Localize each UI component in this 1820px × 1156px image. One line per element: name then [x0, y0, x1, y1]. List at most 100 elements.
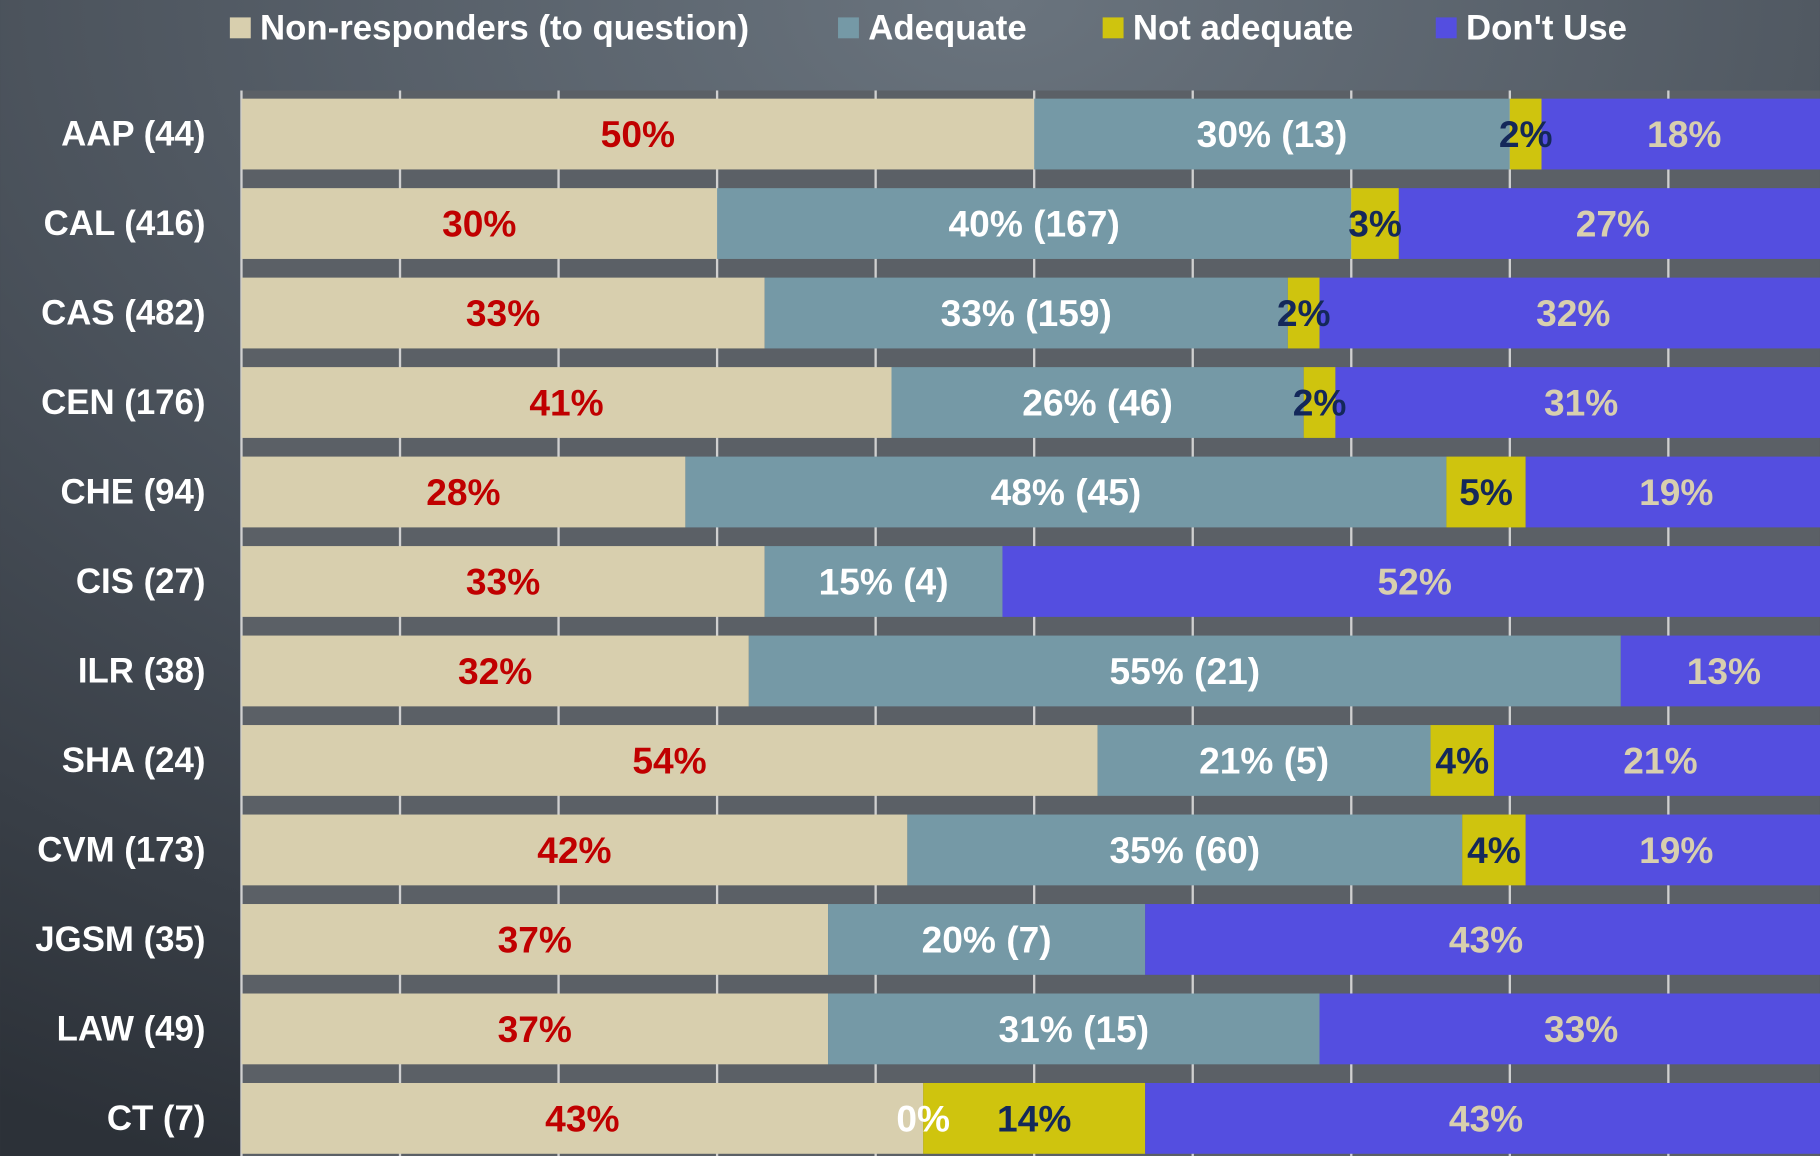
data-label: 37%	[498, 1008, 572, 1050]
legend-swatch	[1102, 17, 1124, 39]
bar-segment	[241, 456, 686, 528]
bar-segment	[241, 277, 765, 349]
data-label: 30% (13)	[1197, 113, 1348, 155]
data-label: 2%	[1277, 292, 1331, 334]
data-label: 13%	[1687, 650, 1761, 692]
data-label: 21%	[1623, 739, 1697, 781]
bar-segment	[241, 814, 908, 886]
data-label: 33%	[1544, 1008, 1618, 1050]
bar-segment	[717, 188, 1352, 259]
data-label: 27%	[1576, 203, 1650, 245]
bar-segment	[685, 456, 1447, 528]
legend-label: Non-responders (to question)	[260, 8, 749, 47]
data-label: 20% (7)	[922, 918, 1052, 960]
bar-segment	[241, 1082, 924, 1154]
bar-segment	[241, 546, 765, 617]
bar-segment	[923, 1082, 1146, 1154]
bar-segment	[1509, 98, 1542, 170]
bar-segment	[1097, 725, 1431, 796]
bar-segment	[748, 635, 1621, 707]
bar-segment	[1335, 367, 1820, 438]
bar-segment	[1493, 725, 1820, 796]
bar-segment	[241, 725, 1098, 796]
bar-segment	[764, 546, 1003, 617]
data-label: 43%	[1449, 1097, 1523, 1139]
data-label: 54%	[632, 739, 706, 781]
y-tick-label: SHA (24)	[62, 741, 206, 780]
data-label: 2%	[1293, 382, 1347, 424]
data-label: 48% (45)	[991, 471, 1142, 513]
bar-segment	[1430, 725, 1494, 796]
bar-segment	[1034, 98, 1510, 170]
data-label: 33% (159)	[941, 292, 1112, 334]
bar-segment	[1462, 814, 1526, 886]
data-label: 15% (4)	[819, 560, 949, 602]
y-tick-label: CAL (416)	[44, 204, 206, 243]
data-label: 19%	[1639, 471, 1713, 513]
bar-segment	[891, 367, 1304, 438]
y-tick-label: CEN (176)	[41, 383, 205, 422]
y-tick-label: CHE (94)	[60, 472, 205, 511]
bar-segment	[241, 188, 718, 259]
data-label: 41%	[529, 382, 603, 424]
bar-segment	[1145, 1082, 1820, 1154]
data-label: 14%	[997, 1097, 1071, 1139]
bar-segment	[1287, 277, 1320, 349]
bar-segment	[907, 814, 1463, 886]
data-label: 43%	[545, 1097, 619, 1139]
bar-segment	[1002, 546, 1820, 617]
y-tick-label: AAP (44)	[61, 115, 205, 154]
bar-segment	[1398, 188, 1820, 259]
bar-segment	[241, 993, 829, 1065]
data-label: 50%	[601, 113, 675, 155]
data-label: 4%	[1435, 739, 1489, 781]
data-label: 28%	[426, 471, 500, 513]
y-tick-label: ILR (38)	[78, 651, 206, 690]
bar-segment	[1303, 367, 1336, 438]
bar-segment	[1319, 993, 1820, 1065]
y-tick-label: CIS (27)	[76, 562, 206, 601]
data-label: 33%	[466, 560, 540, 602]
data-label: 5%	[1459, 471, 1513, 513]
data-label: 37%	[498, 918, 572, 960]
y-tick-label: CT (7)	[107, 1099, 206, 1138]
data-label: 32%	[458, 650, 532, 692]
legend-swatch	[1435, 17, 1457, 39]
plot: 50% 30% (13) 2% 18% 30% 40% (167) 3% 27% 33% 33% …	[240, 90, 1820, 1156]
plot-area	[241, 90, 1820, 1156]
bar-segment	[1525, 814, 1820, 886]
bar-segment	[1446, 456, 1526, 528]
bar-segment	[1319, 277, 1820, 349]
bar-segment	[828, 904, 1146, 975]
data-label: 33%	[466, 292, 540, 334]
bar-segment	[1525, 456, 1820, 528]
legend-label: Adequate	[868, 8, 1027, 47]
y-tick-label: JGSM (35)	[35, 920, 205, 959]
data-label: 55% (21)	[1109, 650, 1260, 692]
data-label: 30%	[442, 203, 516, 245]
bar-segment	[1145, 904, 1820, 975]
bar-segment	[241, 635, 749, 707]
bar-segment	[828, 993, 1320, 1065]
bar-segment	[241, 904, 829, 975]
data-label: 18%	[1647, 113, 1721, 155]
y-tick-label: LAW (49)	[57, 1009, 206, 1048]
bar-segment	[764, 277, 1288, 349]
legend-label: Not adequate	[1133, 8, 1353, 47]
legend-swatch	[229, 17, 251, 39]
data-label: 4%	[1467, 829, 1521, 871]
data-label: 26% (46)	[1022, 382, 1173, 424]
data-label: 31% (15)	[999, 1008, 1150, 1050]
y-tick-label: CVM (173)	[37, 830, 205, 869]
data-label: 52%	[1378, 560, 1452, 602]
data-label: 35% (60)	[1109, 829, 1260, 871]
data-label: 43%	[1449, 918, 1523, 960]
data-label: 3%	[1348, 203, 1402, 245]
bar-segment	[241, 367, 892, 438]
data-label: 32%	[1536, 292, 1610, 334]
data-label: 2%	[1499, 113, 1553, 155]
bar-segment	[1541, 98, 1820, 170]
y-tick-label: CAS (482)	[41, 294, 205, 333]
legend-label: Don't Use	[1466, 8, 1627, 47]
